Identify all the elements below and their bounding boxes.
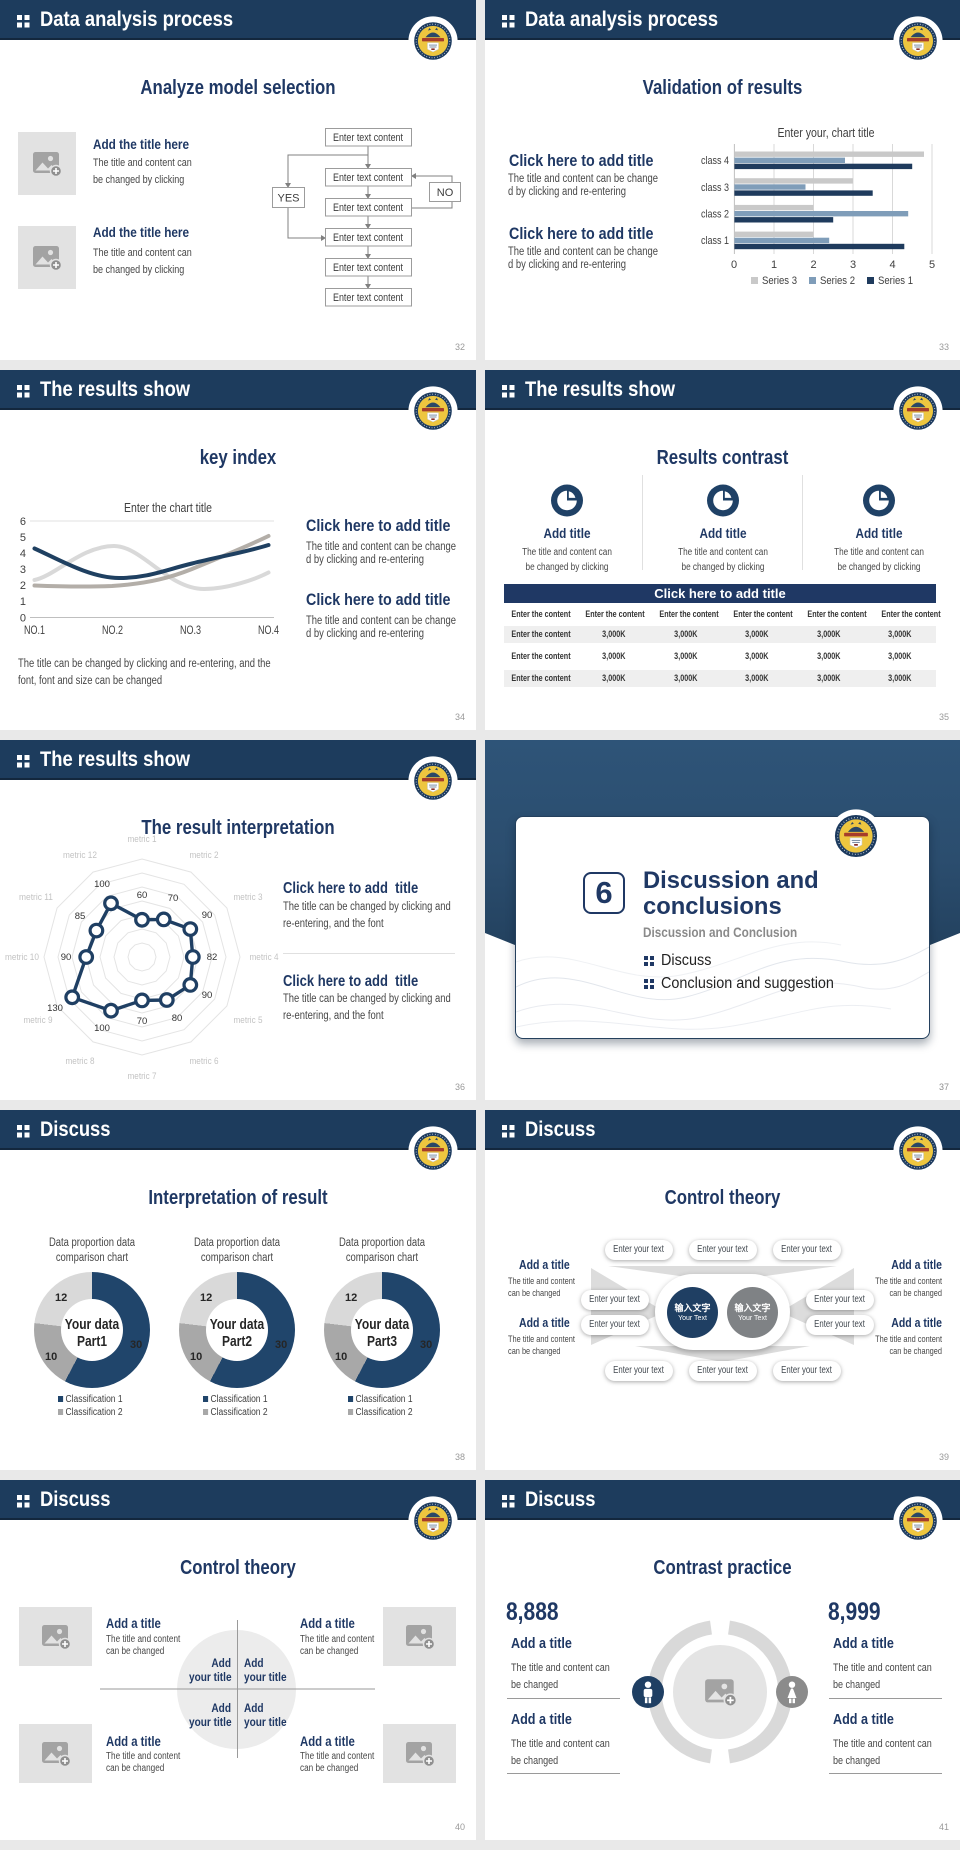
svg-text:metric 3: metric 3: [234, 892, 263, 903]
svg-text:class 3: class 3: [701, 182, 729, 194]
svg-text:Enter text content: Enter text content: [333, 232, 403, 244]
svg-text:4: 4: [20, 548, 26, 560]
svg-text:Series 1: Series 1: [878, 275, 913, 287]
svg-text:Enter text content: Enter text content: [333, 202, 403, 214]
svg-text:90: 90: [202, 910, 213, 921]
svg-text:5: 5: [20, 532, 26, 544]
svg-text:metric 1: metric 1: [128, 834, 157, 845]
svg-text:70: 70: [137, 1016, 148, 1027]
svg-text:0: 0: [731, 259, 737, 271]
svg-text:Enter text content: Enter text content: [333, 172, 403, 184]
svg-text:metric 8: metric 8: [66, 1056, 95, 1067]
svg-text:1: 1: [20, 596, 26, 608]
svg-text:metric 10: metric 10: [5, 952, 39, 963]
svg-text:YES: YES: [277, 193, 299, 205]
svg-text:3: 3: [20, 564, 26, 576]
svg-text:NO.1: NO.1: [24, 623, 45, 637]
svg-text:85: 85: [75, 911, 86, 922]
svg-text:Enter text content: Enter text content: [333, 292, 403, 304]
svg-text:5: 5: [929, 259, 935, 271]
svg-text:1: 1: [771, 259, 777, 271]
svg-text:Series 3: Series 3: [762, 275, 797, 287]
svg-text:NO.2: NO.2: [102, 623, 123, 637]
svg-text:80: 80: [172, 1013, 183, 1024]
svg-text:metric 11: metric 11: [19, 892, 53, 903]
svg-text:class 2: class 2: [701, 209, 729, 221]
svg-text:70: 70: [168, 893, 179, 904]
svg-text:NO.4: NO.4: [258, 623, 279, 637]
svg-text:6: 6: [20, 516, 26, 528]
svg-text:3: 3: [850, 259, 856, 271]
svg-text:4: 4: [889, 259, 895, 271]
svg-text:Enter text content: Enter text content: [333, 132, 403, 144]
svg-text:metric 4: metric 4: [250, 952, 279, 963]
svg-text:metric 9: metric 9: [24, 1015, 53, 1026]
svg-text:Enter text content: Enter text content: [333, 262, 403, 274]
svg-text:Enter the chart title: Enter the chart title: [124, 501, 212, 515]
svg-text:Series 2: Series 2: [820, 275, 855, 287]
svg-text:NO: NO: [437, 187, 454, 199]
svg-text:Enter your, chart title: Enter your, chart title: [778, 126, 875, 140]
svg-text:130: 130: [47, 1003, 63, 1014]
svg-text:metric 12: metric 12: [63, 850, 97, 861]
svg-text:metric 5: metric 5: [234, 1015, 263, 1026]
svg-text:NO.3: NO.3: [180, 623, 201, 637]
svg-text:90: 90: [61, 952, 72, 963]
svg-text:0: 0: [20, 613, 26, 625]
svg-text:metric 7: metric 7: [128, 1071, 157, 1082]
svg-text:class 4: class 4: [701, 155, 729, 167]
svg-text:60: 60: [137, 890, 148, 901]
svg-text:class 1: class 1: [701, 235, 729, 247]
svg-text:2: 2: [810, 259, 816, 271]
svg-text:100: 100: [94, 1023, 110, 1034]
svg-text:2: 2: [20, 580, 26, 592]
svg-text:82: 82: [207, 952, 218, 963]
svg-text:metric 2: metric 2: [190, 850, 219, 861]
svg-text:100: 100: [94, 879, 110, 890]
svg-text:90: 90: [202, 990, 213, 1001]
svg-text:metric 6: metric 6: [190, 1056, 219, 1067]
